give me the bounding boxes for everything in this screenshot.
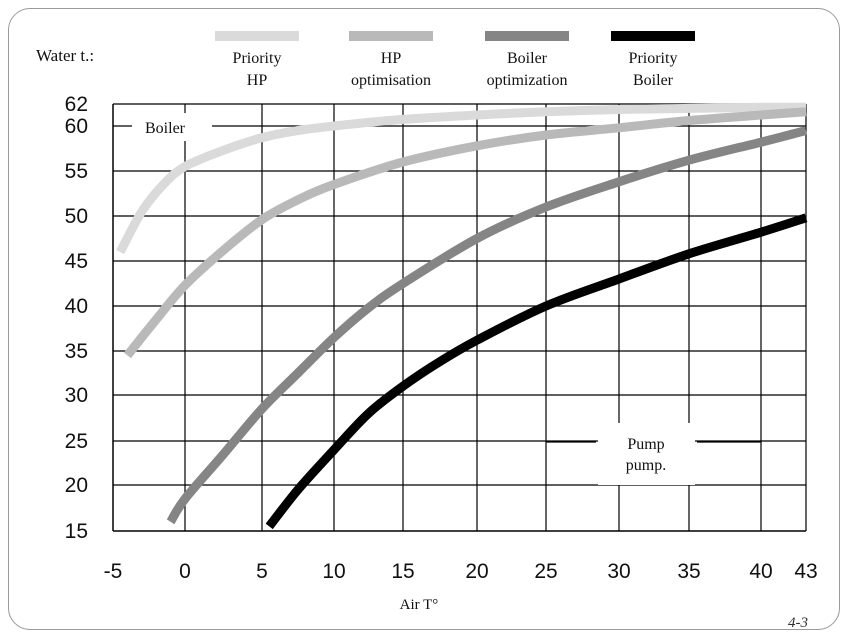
legend-swatch-boiler-optimization — [485, 31, 569, 41]
legend-label-hp-optimisation: HP — [381, 50, 402, 67]
legend: Priority HP HP optimisation Boiler optimizati… — [215, 31, 695, 89]
x-tick-label: 43 — [794, 560, 817, 583]
chart-frame — [8, 8, 840, 630]
y-tick-label: 55 — [65, 160, 88, 183]
legend-label-boiler-optimization: optimization — [487, 72, 568, 89]
x-tick-labels: -5 0 5 10 15 20 25 30 35 40 43 — [104, 560, 818, 583]
y-tick-label: 25 — [65, 430, 88, 453]
legend-label-priority-hp: HP — [247, 72, 268, 89]
y-tick-label: 35 — [65, 340, 88, 363]
x-tick-label: 15 — [391, 560, 414, 583]
annotation-pump-line: Pump — [627, 436, 664, 453]
x-tick-label: 40 — [749, 560, 772, 583]
y-axis-label: Water t.: — [36, 46, 94, 65]
legend-label-hp-optimisation: optimisation — [351, 72, 431, 89]
axes — [112, 104, 806, 532]
series-line-boiler-optimization — [166, 126, 808, 525]
pump-label-background — [598, 423, 695, 485]
y-tick-label: 30 — [65, 384, 88, 407]
legend-label-priority-hp: Priority — [233, 50, 282, 67]
legend-label-priority-boiler: Priority — [629, 50, 678, 67]
x-tick-label: 25 — [534, 560, 557, 583]
x-axis-label: Air T° — [400, 597, 439, 613]
x-tick-label: 10 — [322, 560, 345, 583]
x-tick-label: 0 — [179, 560, 191, 583]
x-tick-label: 5 — [256, 560, 268, 583]
x-tick-label: 20 — [465, 560, 488, 583]
annotation-pump-line: pump. — [626, 457, 666, 474]
boiler-label-background — [132, 113, 212, 141]
annotations: Boiler Pump pump. — [132, 113, 695, 485]
legend-swatch-hp-optimisation — [349, 31, 433, 41]
y-tick-label: 62 — [65, 93, 88, 116]
series-line-hp-optimisation — [123, 107, 807, 359]
series-lines — [116, 102, 808, 530]
legend-label-priority-boiler: Boiler — [633, 72, 674, 89]
x-tick-label: 35 — [677, 560, 700, 583]
y-tick-label: 20 — [65, 474, 88, 497]
legend-swatch-priority-hp — [215, 31, 299, 41]
y-tick-label: 60 — [65, 115, 88, 138]
x-tick-label: -5 — [104, 560, 123, 583]
figure-label: 4-3 — [788, 615, 808, 631]
legend-swatch-priority-boiler — [611, 31, 695, 41]
annotation-boiler: Boiler — [145, 120, 186, 137]
y-tick-label: 45 — [65, 250, 88, 273]
grid — [113, 103, 807, 531]
legend-label-boiler-optimization: Boiler — [507, 50, 548, 67]
series-line-priority-boiler — [265, 213, 808, 530]
y-tick-label: 50 — [65, 205, 88, 228]
y-tick-label: 15 — [65, 520, 88, 543]
y-tick-label: 40 — [65, 295, 88, 318]
series-line-priority-hp — [116, 102, 807, 255]
x-tick-label: 30 — [607, 560, 630, 583]
